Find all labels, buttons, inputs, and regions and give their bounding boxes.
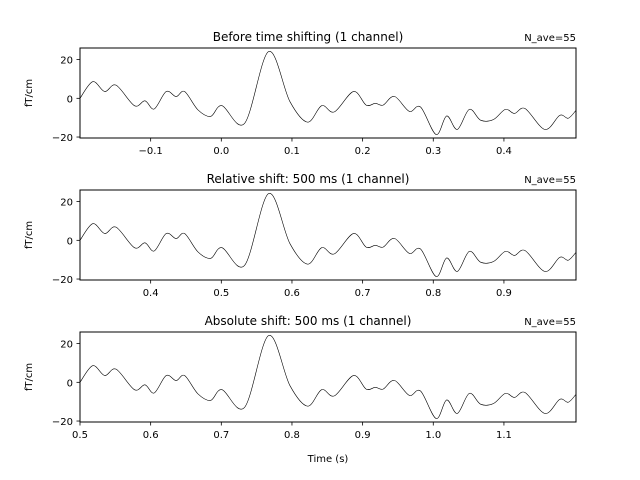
y-axis-label: fT/cm xyxy=(24,363,35,391)
x-tick-label: 0.5 xyxy=(213,288,229,299)
nave-annotation: N_ave=55 xyxy=(524,33,576,44)
y-tick-label: 0 xyxy=(67,94,73,105)
x-tick-label: −0.1 xyxy=(139,146,163,157)
axes-frame xyxy=(79,47,577,139)
signal-line xyxy=(80,51,576,135)
y-tick-label: 0 xyxy=(67,236,73,247)
subplot-2: 0.4 0.5 0.6 0.7 0.8 0.9 20 0 −20 fT/cm Relative sh… xyxy=(24,172,577,299)
x-axis-label: Time (s) xyxy=(307,454,349,465)
x-tick-label: 0.4 xyxy=(496,146,512,157)
x-tick-label: 0.7 xyxy=(355,288,371,299)
subplot-3: 0.5 0.6 0.7 0.8 0.9 1.0 1.1 20 0 −20 fT/cm Absolute… xyxy=(24,314,577,465)
y-tick-label: 20 xyxy=(60,56,73,67)
x-tick-label: 0.4 xyxy=(143,288,159,299)
nave-annotation: N_ave=55 xyxy=(524,175,576,186)
y-tick-label: 0 xyxy=(67,378,73,389)
axes-frame xyxy=(79,189,577,281)
x-tick-label: 1.1 xyxy=(496,430,512,441)
signal-line xyxy=(80,193,576,277)
x-tick-label: 0.3 xyxy=(425,146,441,157)
y-tick-label: −20 xyxy=(52,417,73,428)
x-tick-label: 0.7 xyxy=(213,430,229,441)
x-tick-label: 0.9 xyxy=(496,288,512,299)
x-tick-label: 0.6 xyxy=(143,430,159,441)
subplot-title: Absolute shift: 500 ms (1 channel) xyxy=(205,314,412,328)
y-axis-label: fT/cm xyxy=(24,221,35,249)
x-tick-label: 0.5 xyxy=(72,430,88,441)
x-tick-label: 0.6 xyxy=(284,288,300,299)
y-tick-label: −20 xyxy=(52,275,73,286)
y-tick-label: 20 xyxy=(60,340,73,351)
x-tick-label: 0.2 xyxy=(355,146,371,157)
x-tick-label: 0.9 xyxy=(355,430,371,441)
axes-frame xyxy=(79,331,577,423)
signal-line xyxy=(80,335,576,419)
y-axis-label: fT/cm xyxy=(24,79,35,107)
x-tick-label: 0.8 xyxy=(425,288,441,299)
y-tick-label: −20 xyxy=(52,133,73,144)
subplot-1: −0.1 0.0 0.1 0.2 0.3 0.4 20 0 −20 fT/cm Before tim… xyxy=(24,30,577,157)
y-tick-label: 20 xyxy=(60,198,73,209)
x-tick-label: 1.0 xyxy=(425,430,441,441)
subplot-title: Relative shift: 500 ms (1 channel) xyxy=(207,172,410,186)
x-tick-label: 0.1 xyxy=(284,146,300,157)
nave-annotation: N_ave=55 xyxy=(524,317,576,328)
subplot-title: Before time shifting (1 channel) xyxy=(213,30,404,44)
x-tick-label: 0.8 xyxy=(284,430,300,441)
x-tick-label: 0.0 xyxy=(213,146,229,157)
